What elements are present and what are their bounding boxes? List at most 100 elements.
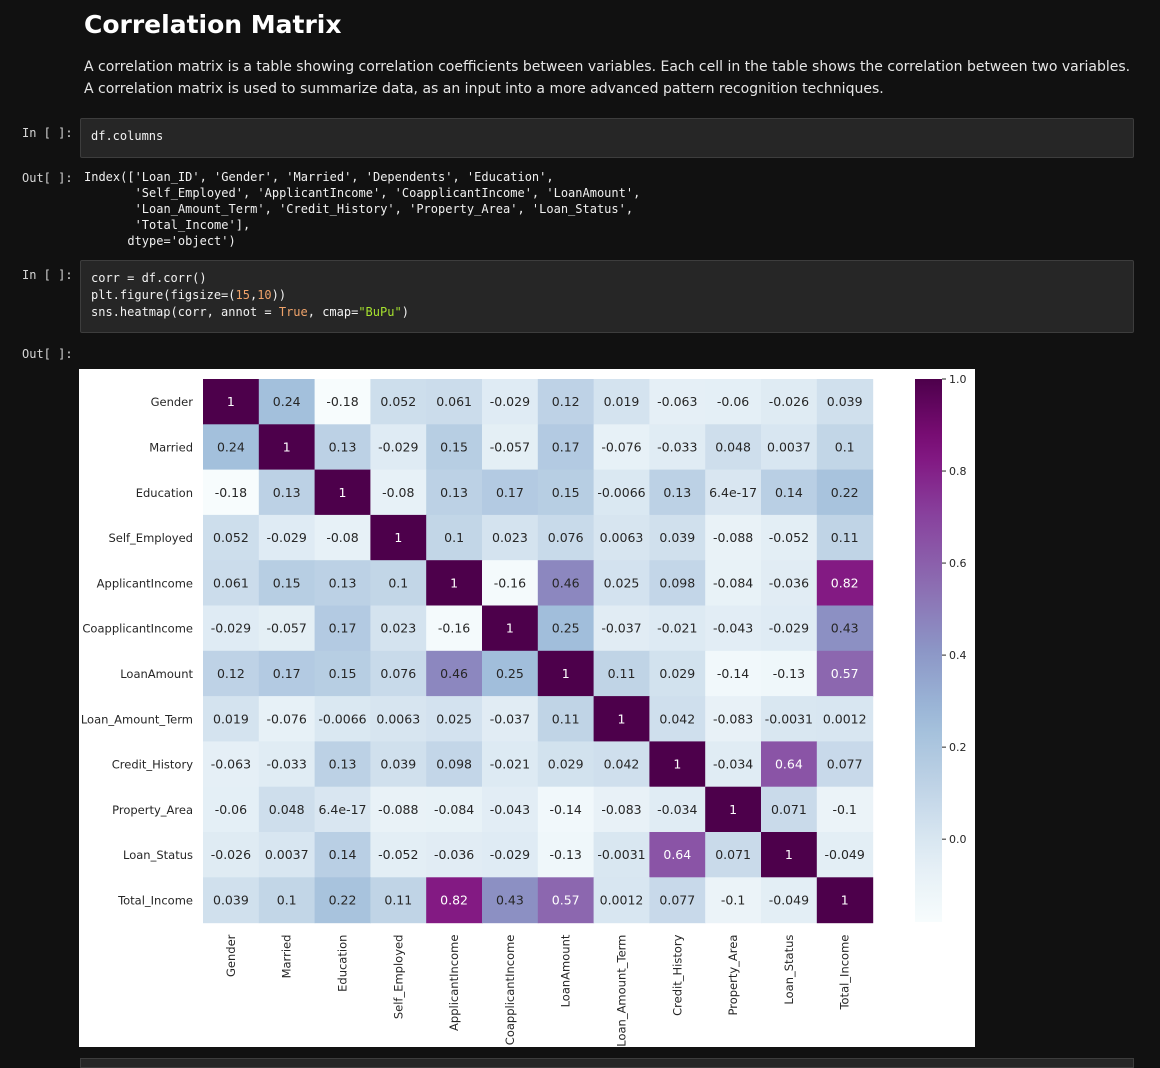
cell-annotation: 1	[506, 621, 514, 636]
cell-annotation: 0.1	[277, 892, 297, 907]
cell-annotation: 1	[227, 394, 235, 409]
cell-annotation: 0.061	[436, 394, 472, 409]
next-code-cell[interactable]	[80, 1058, 1134, 1068]
y-tick-label: ApplicantIncome	[97, 576, 193, 590]
cell-annotation: -0.063	[657, 394, 697, 409]
cell-annotation: -0.049	[769, 892, 809, 907]
cell-annotation: 0.17	[329, 621, 357, 636]
cell-annotation: 0.025	[436, 711, 472, 726]
cell-annotation: 0.098	[659, 575, 695, 590]
cell-annotation: -0.1	[721, 892, 745, 907]
cell-annotation: 1	[729, 802, 737, 817]
cell-annotation: 0.023	[380, 621, 416, 636]
code-line-2: plt.figure(figsize=(15,10))	[91, 288, 286, 302]
cell-annotation: 0.14	[775, 485, 803, 500]
cell-annotation: -0.076	[267, 711, 307, 726]
cell-annotation: 0.15	[552, 485, 580, 500]
cell-annotation: 0.82	[831, 575, 859, 590]
cell-annotation: -0.037	[490, 711, 530, 726]
x-tick-label: Property_Area	[726, 935, 740, 1016]
cell-annotation: -0.0066	[597, 485, 645, 500]
cell-annotation: 6.4e-17	[319, 802, 367, 817]
cell-annotation: 0.1	[835, 439, 855, 454]
correlation-heatmap: 1 0.24 -0.18 0.052 0.061 -0.029 0.12 0.019 -0.06…	[79, 369, 975, 1047]
cell-annotation: 0.12	[552, 394, 580, 409]
cell-annotation: 0.076	[548, 530, 584, 545]
y-tick-label: Gender	[151, 395, 194, 409]
cell-annotation: -0.063	[211, 757, 251, 772]
cell-annotation: -0.076	[601, 439, 641, 454]
cell-annotation: -0.14	[550, 802, 582, 817]
cell-annotation: -0.0031	[765, 711, 813, 726]
cell-annotation: 1	[618, 711, 626, 726]
cell-annotation: -0.13	[550, 847, 582, 862]
cell-annotation: -0.06	[717, 394, 749, 409]
y-tick-label: Property_Area	[112, 803, 193, 817]
cell-annotation: 0.15	[273, 575, 301, 590]
cell-annotation: 0.0063	[376, 711, 420, 726]
colorbar-tick-label: 0.8	[949, 465, 967, 478]
cell-annotation: 0.029	[548, 757, 584, 772]
cell-annotation: -0.029	[490, 847, 530, 862]
cell-annotation: 0.019	[604, 394, 640, 409]
cell-annotation: 1	[673, 757, 681, 772]
cell-annotation: 0.023	[492, 530, 528, 545]
cell-annotation: 0.57	[831, 666, 859, 681]
colorbar-tick-label: 1.0	[949, 373, 967, 386]
cell-annotation: 0.25	[496, 666, 524, 681]
cell-annotation: 0.052	[380, 394, 416, 409]
cell-annotation: 0.64	[775, 757, 803, 772]
cell-annotation: -0.036	[769, 575, 809, 590]
cell-annotation: -0.052	[769, 530, 809, 545]
cell-annotation: 0.15	[440, 439, 468, 454]
cell-annotation: -0.06	[215, 802, 247, 817]
x-tick-label: Married	[280, 935, 294, 979]
markdown-paragraph: A correlation matrix is a table showing …	[84, 56, 1134, 100]
cell-annotation: 0.22	[831, 485, 859, 500]
cell-annotation: 0.15	[329, 666, 357, 681]
cell-annotation: -0.18	[326, 394, 358, 409]
cell-annotation: -0.13	[773, 666, 805, 681]
cell-annotation: 0.43	[496, 892, 524, 907]
cell-annotation: 1	[283, 439, 291, 454]
cell-annotation: -0.029	[490, 394, 530, 409]
cell-annotation: 0.039	[659, 530, 695, 545]
code-cell-2[interactable]: corr = df.corr() plt.figure(figsize=(15,…	[80, 260, 1134, 333]
y-tick-label: LoanAmount	[120, 667, 193, 681]
cell-annotation: -0.084	[713, 575, 753, 590]
cell-annotation: 0.076	[380, 666, 416, 681]
code-line-3: sns.heatmap(corr, annot = True, cmap="Bu…	[91, 305, 409, 319]
cell-annotation: 0.071	[715, 847, 751, 862]
cell-annotation: 1	[339, 485, 347, 500]
cell-annotation: -0.057	[267, 621, 307, 636]
cell-annotation: 0.13	[329, 757, 357, 772]
y-tick-label: Total_Income	[117, 893, 193, 907]
cell-annotation: 0.43	[831, 621, 859, 636]
cell-annotation: -0.033	[657, 439, 697, 454]
cell-annotation: 1	[785, 847, 793, 862]
cell-annotation: 0.13	[273, 485, 301, 500]
cell-annotation: 0.042	[659, 711, 695, 726]
cell-annotation: 1	[841, 892, 849, 907]
cell-annotation: -0.08	[326, 530, 358, 545]
cell-annotation: 0.11	[608, 666, 636, 681]
x-tick-label: Loan_Status	[782, 935, 796, 1005]
x-tick-label: Self_Employed	[391, 935, 405, 1020]
cell-annotation: -0.088	[713, 530, 753, 545]
colorbar-tick-label: 0.4	[949, 649, 967, 662]
cell-annotation: -0.021	[657, 621, 697, 636]
y-tick-label: Self_Employed	[108, 531, 193, 545]
cell-annotation: -0.037	[601, 621, 641, 636]
cell-annotation: -0.029	[267, 530, 307, 545]
cell-annotation: 0.042	[604, 757, 640, 772]
cell-annotation: -0.021	[490, 757, 530, 772]
cell-annotation: 0.039	[213, 892, 249, 907]
cell-annotation: -0.057	[490, 439, 530, 454]
y-tick-label: Education	[136, 486, 193, 500]
cell-annotation: -0.049	[825, 847, 865, 862]
cell-annotation: 0.039	[380, 757, 416, 772]
cell-annotation: 0.24	[273, 394, 301, 409]
code-cell-1[interactable]: df.columns	[80, 118, 1134, 158]
cell-annotation: 0.1	[444, 530, 464, 545]
cell-annotation: 0.13	[663, 485, 691, 500]
